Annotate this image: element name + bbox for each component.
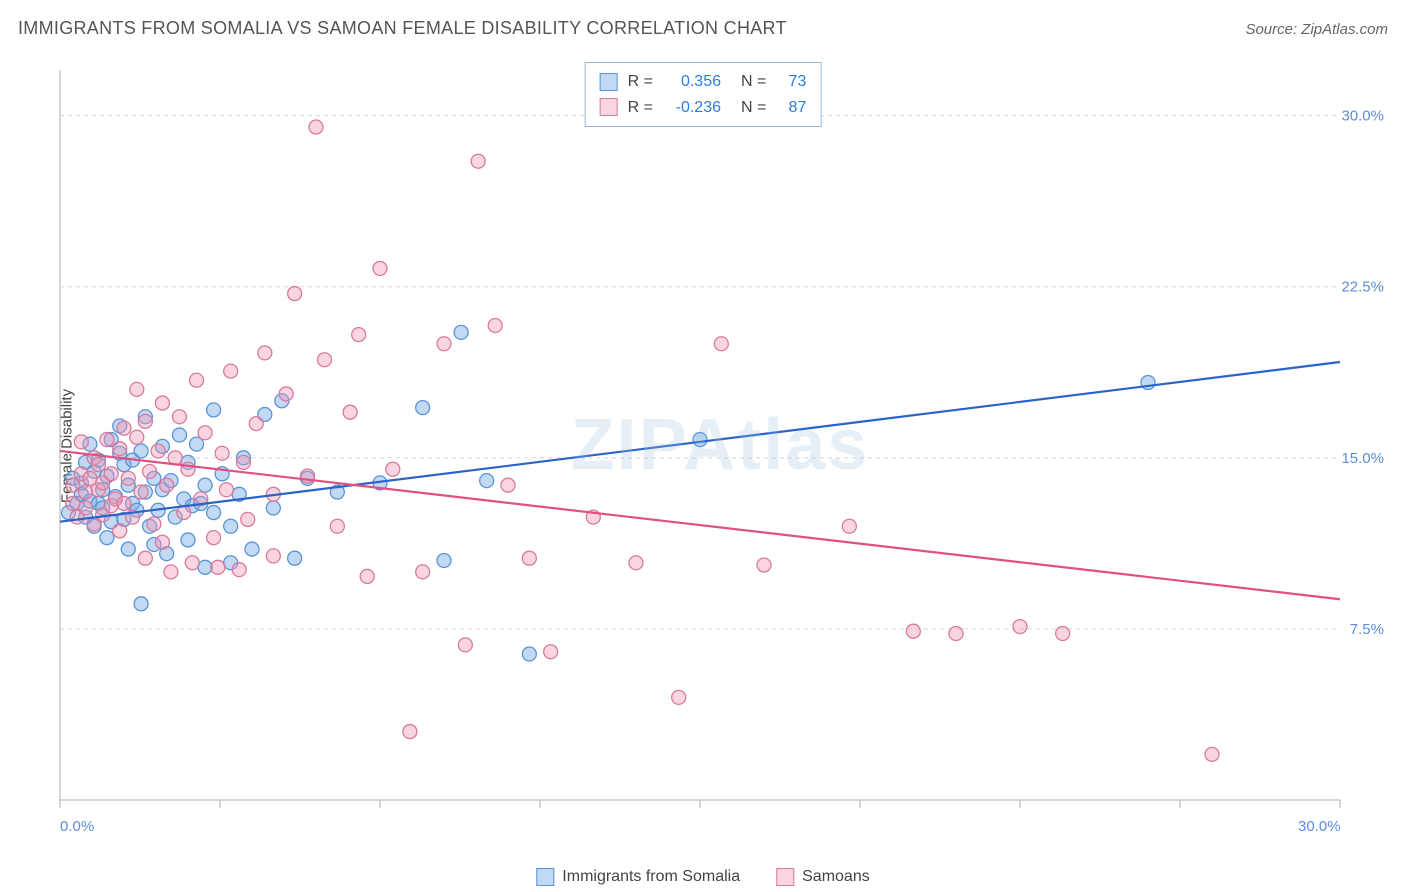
svg-text:7.5%: 7.5% <box>1350 621 1384 638</box>
r-value-samoans: -0.236 <box>663 95 721 121</box>
legend-label-somalia: Immigrants from Somalia <box>562 868 740 886</box>
chart-title: IMMIGRANTS FROM SOMALIA VS SAMOAN FEMALE… <box>18 18 787 39</box>
r-value-somalia: 0.356 <box>663 69 721 95</box>
svg-text:30.0%: 30.0% <box>1341 108 1384 125</box>
svg-text:22.5%: 22.5% <box>1341 279 1384 296</box>
svg-text:15.0%: 15.0% <box>1341 450 1384 467</box>
n-value-samoans: 87 <box>776 95 806 121</box>
legend-item-somalia: Immigrants from Somalia <box>536 868 740 886</box>
swatch-somalia <box>600 73 618 91</box>
n-label: N = <box>741 69 766 95</box>
bottom-legend: Immigrants from Somalia Samoans <box>536 868 869 886</box>
stats-row-somalia: R = 0.356 N = 73 <box>600 69 807 95</box>
scatter-plot-svg: 7.5% 15.0% 22.5% 30.0% <box>50 60 1390 830</box>
chart-area: 7.5%15.0%22.5%30.0% ZIPAtlas <box>50 60 1390 830</box>
source-attribution: Source: ZipAtlas.com <box>1245 21 1388 38</box>
n-label: N = <box>741 95 766 121</box>
swatch-samoans <box>600 98 618 116</box>
n-value-somalia: 73 <box>776 69 806 95</box>
legend-label-samoans: Samoans <box>802 868 870 886</box>
legend-swatch-somalia <box>536 868 554 886</box>
r-label: R = <box>628 95 653 121</box>
stats-legend-box: R = 0.356 N = 73 R = -0.236 N = 87 <box>585 62 822 127</box>
r-label: R = <box>628 69 653 95</box>
legend-item-samoans: Samoans <box>776 868 870 886</box>
x-axis-min-label: 0.0% <box>60 818 94 835</box>
legend-swatch-samoans <box>776 868 794 886</box>
stats-row-samoans: R = -0.236 N = 87 <box>600 95 807 121</box>
x-axis-max-label: 30.0% <box>1298 818 1341 835</box>
